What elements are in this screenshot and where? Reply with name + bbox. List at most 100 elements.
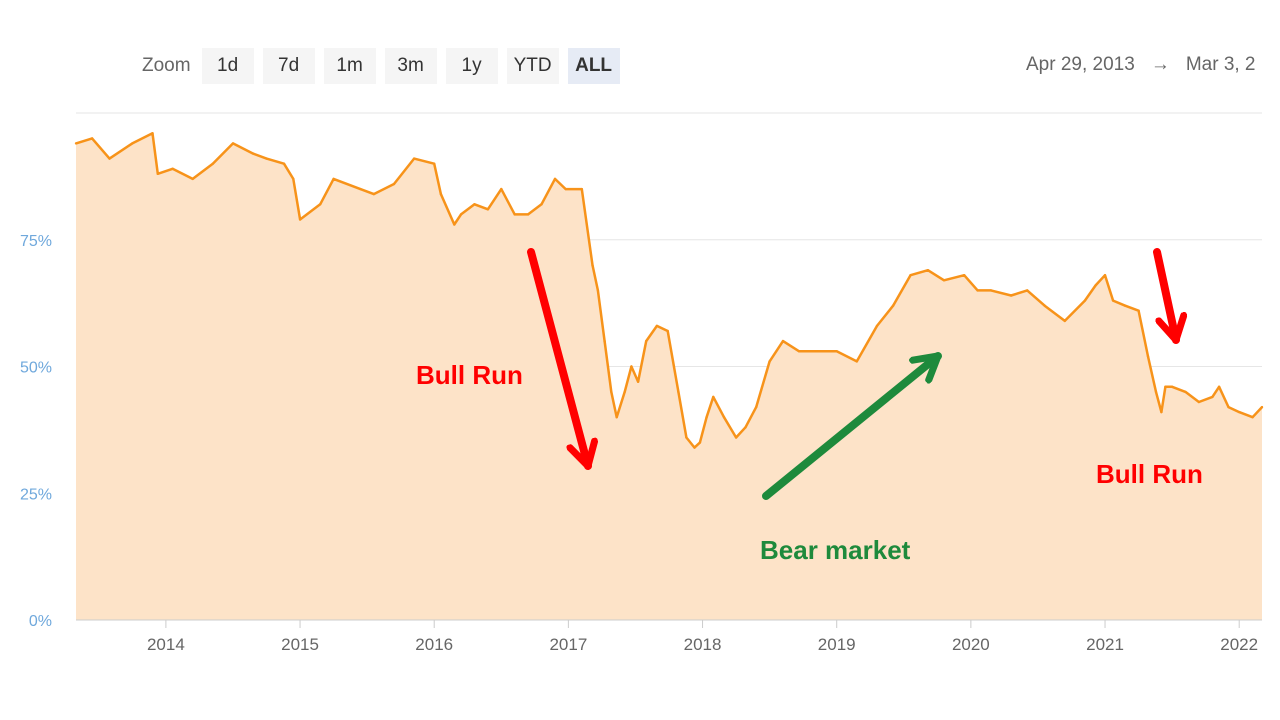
data-point — [1217, 385, 1221, 388]
x-tick-label: 2022 — [1220, 635, 1258, 654]
data-point — [473, 203, 476, 206]
data-point — [131, 142, 134, 145]
series-line — [75, 132, 1263, 449]
y-tick-label: 0% — [29, 613, 52, 630]
zoom-label: Zoom — [142, 55, 191, 76]
data-point — [553, 177, 557, 181]
data-point — [1260, 405, 1264, 409]
data-point — [755, 405, 758, 409]
zoom-1d-button[interactable]: 1d — [201, 48, 254, 84]
data-point — [1251, 416, 1254, 419]
data-point — [1094, 284, 1097, 287]
data-point — [459, 213, 463, 216]
data-point — [332, 177, 335, 181]
x-tick-label: 2014 — [147, 635, 185, 654]
x-tick-label: 2019 — [818, 635, 856, 654]
data-point — [1026, 289, 1029, 292]
data-point — [231, 142, 235, 145]
data-point — [108, 157, 111, 160]
data-point — [596, 289, 600, 292]
data-point — [433, 162, 436, 165]
x-tick-label: 2018 — [684, 635, 722, 654]
data-point — [963, 274, 966, 277]
range-from[interactable]: Apr 29, 2013 — [1026, 54, 1135, 75]
data-point — [855, 360, 858, 363]
data-point — [685, 436, 688, 439]
zoom-all-button[interactable]: ALL — [567, 48, 620, 84]
data-point — [722, 416, 726, 419]
zoom-1y-button[interactable]: 1y — [445, 48, 498, 84]
data-point — [603, 339, 606, 343]
bull-run-arrow-2 — [1153, 248, 1176, 344]
data-point — [1154, 390, 1158, 394]
data-point — [298, 218, 302, 221]
data-point — [513, 213, 516, 216]
data-point — [1211, 395, 1214, 399]
data-point — [712, 395, 715, 399]
data-point — [744, 426, 747, 429]
data-point — [976, 289, 979, 292]
x-tick-label: 2016 — [415, 635, 453, 654]
data-point — [1146, 355, 1150, 358]
date-range: Apr 29, 2013 → Mar 3, 2 — [1026, 54, 1256, 76]
zoom-7d-button[interactable]: 7d — [262, 48, 315, 84]
data-point — [591, 263, 594, 267]
data-point — [781, 339, 785, 343]
data-point — [251, 152, 255, 155]
data-point — [666, 329, 669, 333]
data-point — [623, 390, 626, 394]
y-tick-label: 75% — [20, 233, 52, 250]
annotation-bull-run-1: Bull Run — [416, 360, 523, 390]
data-point — [875, 324, 879, 328]
zoom-3m-button[interactable]: 3m — [384, 48, 437, 84]
data-point — [453, 223, 456, 226]
data-point — [412, 157, 416, 160]
data-point — [797, 350, 801, 353]
data-point — [540, 203, 543, 206]
y-axis: 0% 25% 50% 75% — [20, 233, 52, 630]
data-point — [392, 182, 396, 186]
data-point — [1184, 390, 1187, 394]
range-to[interactable]: Mar 3, 2 — [1185, 54, 1256, 75]
data-point — [319, 203, 322, 206]
data-point — [171, 167, 174, 170]
data-point — [564, 187, 567, 191]
data-point — [292, 177, 295, 181]
annotation-bear-market: Bear market — [760, 535, 911, 565]
data-point — [1124, 304, 1127, 307]
data-point — [500, 187, 503, 191]
data-point — [636, 380, 640, 383]
x-tick-label: 2020 — [952, 635, 990, 654]
data-point — [1160, 410, 1163, 414]
data-point — [835, 350, 838, 353]
data-point — [265, 157, 268, 160]
data-point — [942, 279, 946, 282]
data-point — [151, 132, 154, 135]
data-point — [1009, 294, 1013, 297]
data-point — [211, 162, 214, 165]
data-points — [74, 132, 1264, 449]
data-point — [1164, 385, 1167, 388]
data-point — [486, 208, 490, 211]
data-point — [74, 142, 78, 145]
x-tick-label: 2015 — [281, 635, 319, 654]
range-separator: → — [1150, 54, 1170, 75]
x-tick-label: 2021 — [1086, 635, 1124, 654]
data-point — [282, 162, 286, 165]
data-point — [655, 324, 659, 328]
zoom-1m-button[interactable]: 1m — [323, 48, 376, 84]
x-tick-label: 2017 — [549, 635, 587, 654]
zoom-ytd-button[interactable]: YTD — [506, 48, 559, 84]
data-point — [891, 304, 895, 307]
y-tick-label: 25% — [20, 486, 52, 503]
series-area — [76, 133, 1262, 621]
data-point — [989, 289, 993, 292]
data-point — [359, 187, 362, 191]
zoom-bar: Zoom 1d 7d 1m 3m 1y YTD ALL — [142, 48, 620, 84]
data-point — [698, 441, 702, 444]
data-point — [1083, 299, 1087, 302]
data-point — [191, 177, 194, 181]
data-point — [1043, 304, 1046, 307]
y-tick-label: 50% — [20, 360, 52, 377]
